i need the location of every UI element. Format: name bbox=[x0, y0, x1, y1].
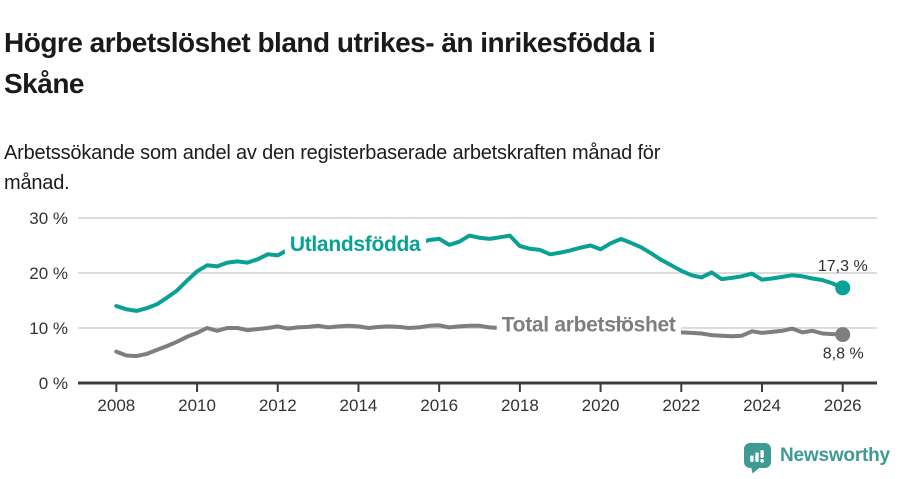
x-tick-label: 2016 bbox=[420, 396, 458, 415]
x-tick-label: 2010 bbox=[178, 396, 216, 415]
end-value-label-total-arbetsl-shet: 8,8 % bbox=[823, 346, 864, 363]
series-line-total-arbetsl-shet bbox=[114, 320, 845, 359]
chart-title: Högre arbetslöshet bland utrikes- än inr… bbox=[4, 26, 656, 99]
series-line-utlandsf-dda bbox=[114, 233, 845, 313]
series-label-bg bbox=[496, 322, 681, 340]
y-tick-label: 20 % bbox=[29, 264, 68, 283]
x-tick-label: 2008 bbox=[97, 396, 135, 415]
series-label-utlandsf-dda: Utlandsfödda bbox=[290, 233, 421, 256]
brand-footer: Newsworthy bbox=[743, 441, 900, 474]
series-end-dot-total-arbetsl-shet bbox=[835, 327, 851, 343]
x-tick-label: 2022 bbox=[662, 396, 700, 415]
series-label-total-arbetsl-shet: Total arbetslöshet bbox=[502, 313, 676, 336]
x-tick-label: 2020 bbox=[582, 396, 620, 415]
y-tick-label: 0 % bbox=[39, 374, 68, 393]
y-tick-label: 10 % bbox=[29, 319, 68, 338]
chart-subtitle: Arbetssökande som andel av den registerb… bbox=[4, 142, 661, 194]
y-tick-label: 30 % bbox=[29, 209, 68, 228]
series-label-bg bbox=[284, 234, 427, 257]
x-tick-label: 2012 bbox=[259, 396, 297, 415]
newsworthy-logo-icon bbox=[744, 443, 771, 474]
brand-name: Newsworthy bbox=[780, 445, 890, 466]
end-value-label-utlandsf-dda: 17,3 % bbox=[818, 258, 868, 275]
series-end-dot-utlandsf-dda bbox=[835, 280, 851, 296]
x-tick-label: 2014 bbox=[340, 396, 378, 415]
x-tick-label: 2018 bbox=[501, 396, 539, 415]
x-tick-label: 2026 bbox=[824, 396, 862, 415]
x-tick-label: 2024 bbox=[743, 396, 781, 415]
